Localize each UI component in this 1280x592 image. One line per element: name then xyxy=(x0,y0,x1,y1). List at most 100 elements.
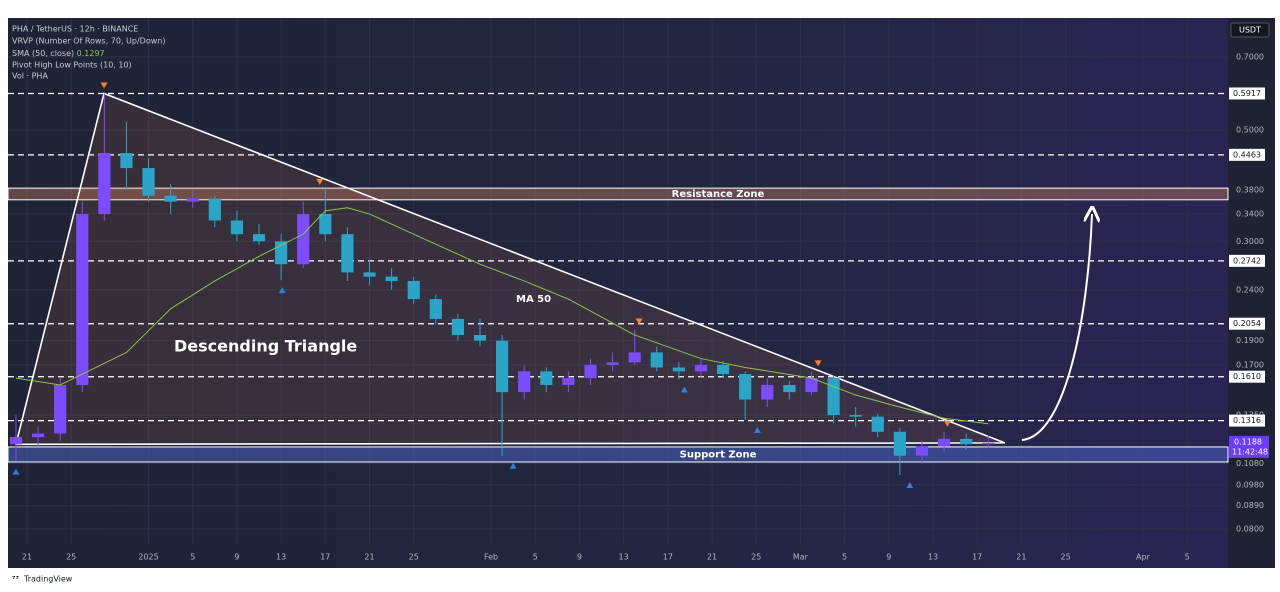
candle-body xyxy=(252,234,266,242)
candle-body xyxy=(142,168,155,196)
candle-body xyxy=(208,198,221,221)
currency-box[interactable] xyxy=(1230,22,1270,38)
x-tick-label: 25 xyxy=(751,553,761,562)
candle-body xyxy=(739,374,752,400)
pivot-marker xyxy=(509,462,517,469)
candle-body xyxy=(164,195,177,202)
x-tick-label: 21 xyxy=(1016,553,1026,562)
candle-body xyxy=(429,299,442,319)
y-tick-label: 0.2400 xyxy=(1236,285,1264,294)
candle-body xyxy=(672,367,685,372)
x-tick-label: 25 xyxy=(409,553,419,562)
candle-body xyxy=(9,437,23,445)
level-label-box xyxy=(1229,414,1265,427)
x-tick-label: 5 xyxy=(190,553,195,562)
y-tick-label: 0.3400 xyxy=(1236,210,1264,219)
legend-sma-value: 0.1297 xyxy=(77,49,105,58)
candle-body xyxy=(915,446,929,456)
zone-label: Support Zone xyxy=(680,449,757,460)
y-tick-label: 0.1900 xyxy=(1236,336,1264,345)
legend-sma: SMA (50, close) 0.1297 xyxy=(12,49,105,58)
pivot-marker xyxy=(943,420,951,427)
price-label: 0.1188 xyxy=(1234,437,1262,446)
level-label-box xyxy=(1229,87,1265,100)
x-tick-label: Feb xyxy=(484,553,498,562)
y-tick-label: 0.3800 xyxy=(1236,185,1264,194)
candle-body xyxy=(363,272,376,277)
candle-body xyxy=(341,234,354,273)
pivot-marker xyxy=(100,82,108,89)
candle-body xyxy=(960,438,973,445)
candle-body xyxy=(783,384,796,393)
candle-body xyxy=(451,318,464,336)
price-label-box xyxy=(1229,435,1269,458)
x-tick-label: 17 xyxy=(972,553,982,562)
candle-body xyxy=(407,280,420,300)
candle-body xyxy=(893,431,906,456)
brand: TradingView xyxy=(23,575,73,584)
level-label: 0.2742 xyxy=(1233,256,1261,265)
y-tick-label: 0.1700 xyxy=(1236,360,1264,369)
y-tick-label: 0.0890 xyxy=(1236,501,1264,510)
candle-body xyxy=(871,416,884,432)
countdown: 11:42:48 xyxy=(1232,447,1268,456)
x-tick-label: 17 xyxy=(663,553,673,562)
level-label: 0.2054 xyxy=(1233,319,1261,328)
footer xyxy=(0,568,1280,592)
candle-body xyxy=(606,362,619,365)
x-tick-label: 5 xyxy=(533,553,538,562)
pivot-marker xyxy=(906,481,914,488)
candle-body xyxy=(297,214,310,265)
candle-body xyxy=(761,384,774,400)
candle-body xyxy=(496,340,509,393)
candle-body xyxy=(805,378,818,393)
pivot-marker xyxy=(680,386,688,393)
pivot-marker xyxy=(814,360,822,367)
brand-logo: ⁷⁷ xyxy=(12,575,20,584)
pivot-marker xyxy=(12,468,20,475)
level-label-box xyxy=(1229,370,1265,383)
legend-pivots: Pivot High Low Points (10, 10) xyxy=(12,61,132,70)
x-tick-label: 25 xyxy=(1060,553,1070,562)
x-tick-label: 17 xyxy=(320,553,330,562)
x-tick-label: 13 xyxy=(619,553,629,562)
candle-body xyxy=(628,352,641,363)
x-tick-label: 13 xyxy=(928,553,938,562)
x-tick-label: 13 xyxy=(276,553,286,562)
x-tick-label: 21 xyxy=(22,553,32,562)
currency[interactable]: USDT xyxy=(1239,26,1261,35)
zone xyxy=(7,187,1229,201)
candle-body xyxy=(827,378,840,416)
level-label-box xyxy=(1229,317,1265,330)
candle-body xyxy=(694,364,708,372)
x-tick-label: 21 xyxy=(707,553,717,562)
candle-body xyxy=(650,352,663,368)
zone xyxy=(7,446,1229,463)
plot-background xyxy=(8,18,1275,568)
candle-body xyxy=(186,198,199,202)
candle-body xyxy=(937,438,951,447)
candle-body xyxy=(54,384,67,434)
y-tick-label: 0.0980 xyxy=(1236,480,1264,489)
y-tick-label: 0.1080 xyxy=(1236,459,1264,468)
candle-body xyxy=(120,153,133,169)
level-label-box xyxy=(1229,148,1265,161)
y-tick-label: 0.7000 xyxy=(1236,52,1264,61)
y-tick-label: 0.5000 xyxy=(1236,126,1264,135)
candle-body xyxy=(518,371,531,393)
y-tick-label: 0.0800 xyxy=(1236,524,1264,533)
x-tick-label: Mar xyxy=(793,553,809,562)
x-tick-label: 9 xyxy=(886,553,891,562)
y-tick-label: 0.3000 xyxy=(1236,237,1264,246)
candle-body xyxy=(849,415,862,417)
candle-body xyxy=(716,364,730,375)
candle-body xyxy=(584,364,597,379)
x-tick-label: 5 xyxy=(842,553,847,562)
candle-body xyxy=(982,442,995,445)
sma-line xyxy=(15,207,989,425)
x-tick-label: 2025 xyxy=(138,553,158,562)
candle-body xyxy=(473,335,487,341)
pattern-label: Descending Triangle xyxy=(174,337,357,356)
legend-symbol: PHA / TetherUS · 12h · BINANCE xyxy=(12,25,138,34)
x-tick-label: 21 xyxy=(364,553,374,562)
